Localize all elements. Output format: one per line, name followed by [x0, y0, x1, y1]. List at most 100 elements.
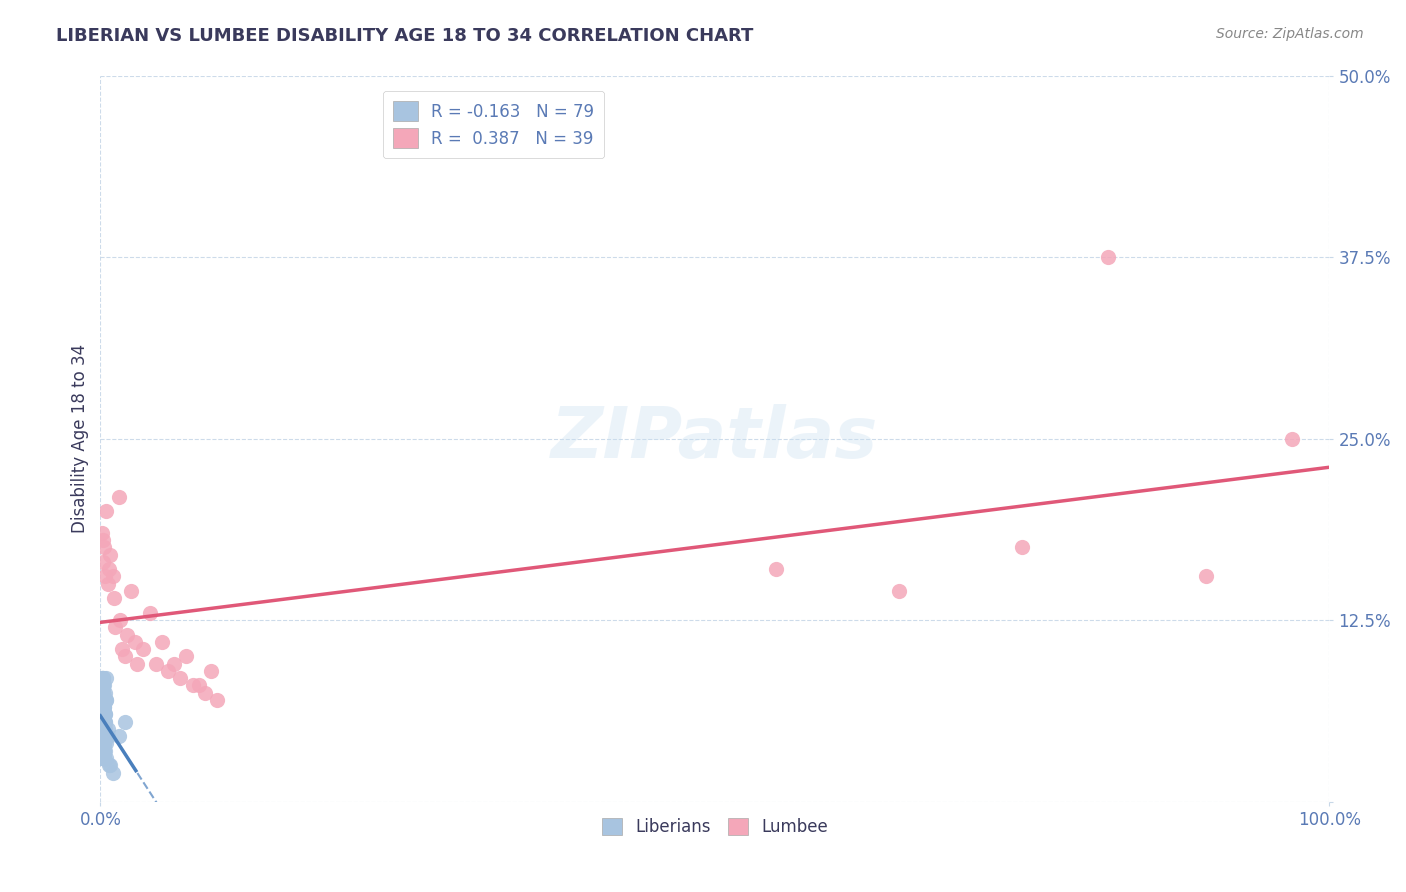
Point [94, 744, 117, 758]
Point [90, 693, 112, 707]
Point [90, 525, 112, 540]
Point [91, 678, 114, 692]
Text: LIBERIAN VS LUMBEE DISABILITY AGE 18 TO 34 CORRELATION CHART: LIBERIAN VS LUMBEE DISABILITY AGE 18 TO … [56, 27, 754, 45]
Point [94, 707, 117, 722]
Point [200, 664, 222, 678]
Point [93, 729, 115, 743]
Point [91, 700, 114, 714]
Point [91, 678, 114, 692]
Point [108, 613, 131, 627]
Point [103, 591, 125, 606]
Text: ZIPatlas: ZIPatlas [551, 404, 879, 473]
Point [117, 627, 139, 641]
Point [194, 686, 217, 700]
Point [90, 707, 112, 722]
Point [93, 707, 115, 722]
Point [96, 751, 118, 765]
Point [90, 737, 112, 751]
Point [181, 678, 204, 692]
Point [90, 729, 112, 743]
Point [93, 737, 115, 751]
Point [90, 744, 112, 758]
Point [98, 758, 121, 772]
Point [91, 671, 114, 685]
Point [90, 678, 112, 692]
Point [120, 584, 142, 599]
Point [91, 686, 114, 700]
Point [101, 765, 124, 780]
Point [90, 744, 112, 758]
Point [93, 751, 115, 765]
Point [97, 562, 120, 576]
Point [169, 671, 191, 685]
Point [90, 722, 112, 736]
Text: Source: ZipAtlas.com: Source: ZipAtlas.com [1216, 27, 1364, 41]
Point [91, 744, 114, 758]
Point [90, 722, 112, 736]
Point [90, 707, 112, 722]
Point [1195, 569, 1218, 583]
Point [114, 649, 136, 664]
Point [91, 714, 114, 729]
Point [91, 533, 114, 548]
Point [90, 751, 112, 765]
Point [91, 751, 114, 765]
Point [176, 649, 198, 664]
Point [90, 714, 112, 729]
Point [187, 678, 209, 692]
Point [94, 722, 117, 736]
Point [96, 729, 118, 743]
Point [145, 657, 167, 671]
Point [96, 737, 118, 751]
Point [91, 751, 114, 765]
Point [93, 714, 115, 729]
Point [96, 504, 118, 518]
Point [94, 714, 117, 729]
Point [124, 635, 146, 649]
Point [93, 700, 115, 714]
Point [765, 562, 787, 576]
Point [93, 678, 115, 692]
Point [90, 714, 112, 729]
Point [150, 635, 173, 649]
Point [94, 693, 117, 707]
Point [91, 700, 114, 714]
Point [97, 576, 120, 591]
Legend: Liberians, Lumbee: Liberians, Lumbee [593, 809, 837, 844]
Point [97, 729, 120, 743]
Point [93, 700, 115, 714]
Y-axis label: Disability Age 18 to 34: Disability Age 18 to 34 [72, 344, 89, 533]
Point [93, 714, 115, 729]
Point [97, 722, 120, 736]
Point [94, 686, 117, 700]
Point [91, 744, 114, 758]
Point [94, 707, 117, 722]
Point [91, 722, 114, 736]
Point [91, 678, 114, 692]
Point [91, 686, 114, 700]
Point [1097, 250, 1119, 264]
Point [90, 693, 112, 707]
Point [104, 620, 127, 634]
Point [90, 707, 112, 722]
Point [156, 664, 179, 678]
Point [91, 737, 114, 751]
Point [91, 671, 114, 685]
Point [93, 737, 115, 751]
Point [90, 729, 112, 743]
Point [94, 569, 117, 583]
Point [93, 744, 115, 758]
Point [90, 671, 112, 685]
Point [163, 657, 186, 671]
Point [96, 693, 118, 707]
Point [93, 737, 115, 751]
Point [91, 555, 114, 569]
Point [101, 569, 124, 583]
Point [97, 758, 120, 772]
Point [111, 642, 134, 657]
Point [93, 707, 115, 722]
Point [90, 671, 112, 685]
Point [91, 737, 114, 751]
Point [91, 686, 114, 700]
Point [107, 729, 129, 743]
